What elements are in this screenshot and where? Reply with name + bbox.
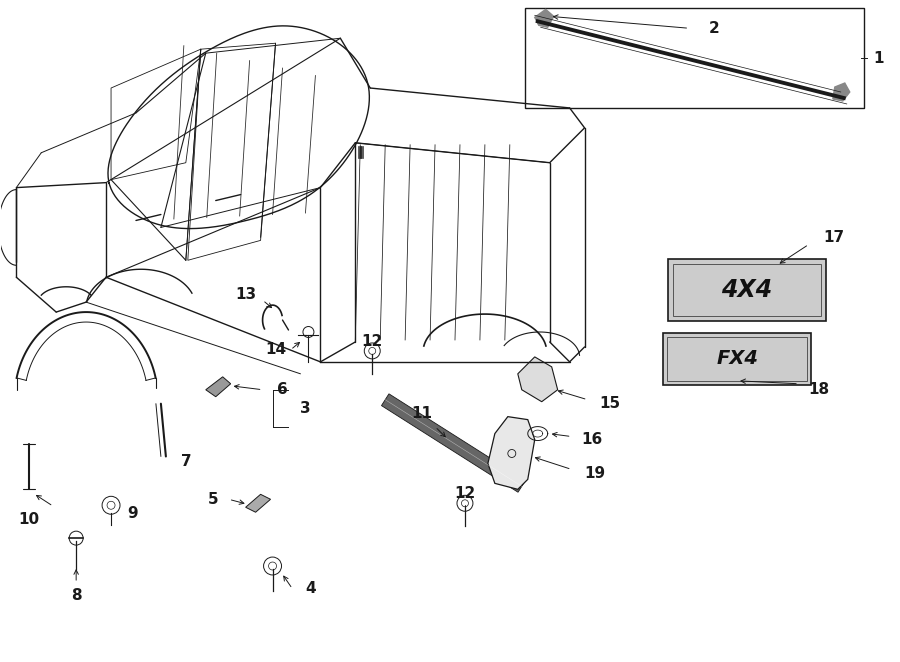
Text: 6: 6 [277,382,288,397]
Text: 11: 11 [411,406,433,421]
Text: 14: 14 [265,342,286,357]
Text: 13: 13 [235,287,256,302]
Text: 4: 4 [305,581,316,596]
Polygon shape [488,416,535,489]
Text: 18: 18 [808,382,830,397]
Text: 19: 19 [584,466,605,481]
Polygon shape [246,495,271,512]
Text: 10: 10 [19,512,40,527]
Polygon shape [206,377,230,397]
Text: 3: 3 [300,401,310,416]
Text: 12: 12 [362,334,382,350]
Text: 5: 5 [207,492,218,507]
Text: 2: 2 [709,21,720,36]
Text: 16: 16 [580,432,602,447]
Text: 9: 9 [128,506,139,521]
Text: 15: 15 [598,396,620,411]
Text: FX4: FX4 [716,350,758,368]
Text: 4X4: 4X4 [722,278,773,302]
Polygon shape [382,394,526,493]
Polygon shape [518,357,558,402]
Polygon shape [669,260,826,321]
Text: 1: 1 [873,51,884,66]
Text: 17: 17 [824,230,844,245]
Polygon shape [663,333,811,385]
Polygon shape [832,83,850,101]
Text: 8: 8 [71,589,82,603]
Polygon shape [535,9,554,27]
Text: 12: 12 [454,486,475,501]
Text: 7: 7 [181,454,191,469]
Bar [525,9,864,108]
